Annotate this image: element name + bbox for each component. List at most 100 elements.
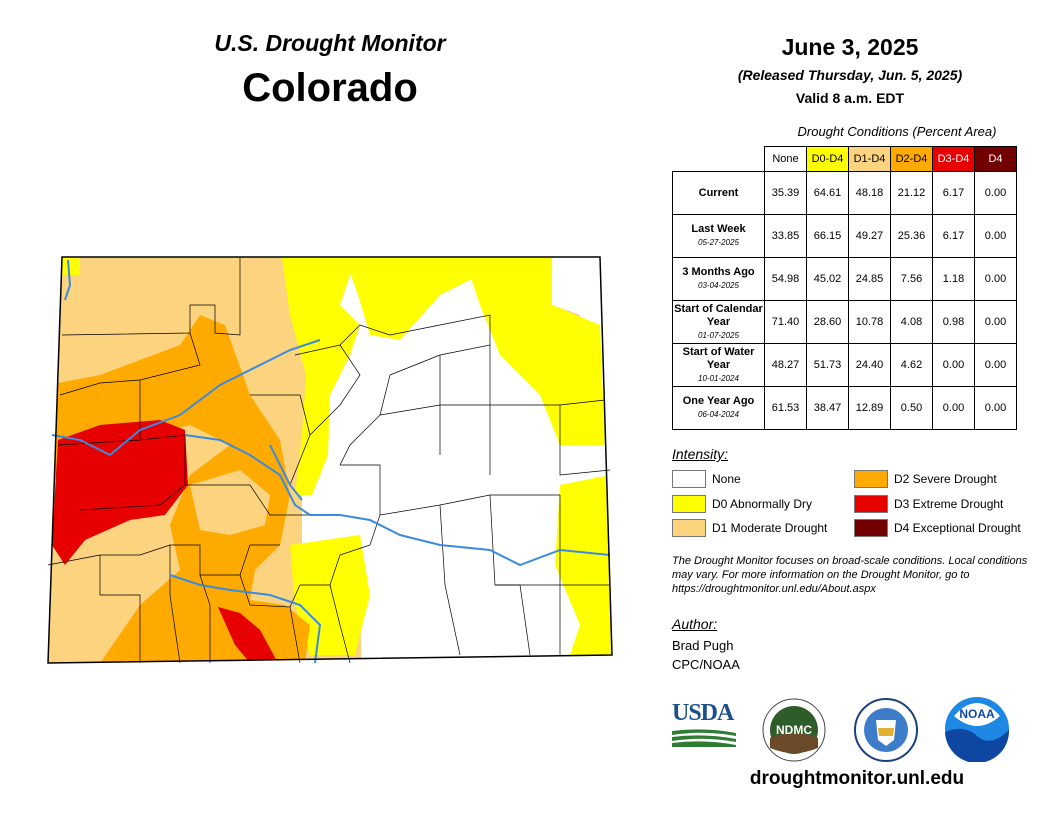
col-header: D4 xyxy=(974,146,1017,172)
table-caption: Drought Conditions (Percent Area) xyxy=(797,124,997,139)
table-cell: 51.73 xyxy=(806,343,849,387)
legend-title: Intensity: xyxy=(672,446,729,462)
ndmc-logo-text: NDMC xyxy=(776,723,812,737)
table-cell: 0.00 xyxy=(974,171,1017,215)
legend-item: D3 Extreme Drought xyxy=(854,495,1003,513)
map-date: June 3, 2025 xyxy=(781,34,919,60)
row-label-text: Start of Water Year xyxy=(682,345,755,371)
table-cell: 28.60 xyxy=(806,300,849,344)
usda-field-icon xyxy=(672,729,736,747)
state-outline xyxy=(47,256,613,664)
table-cell: 24.40 xyxy=(848,343,891,387)
rivers xyxy=(51,259,611,664)
d2-area-interior xyxy=(190,470,270,535)
table-cell: 10.78 xyxy=(848,300,891,344)
legend-label: D2 Severe Drought xyxy=(894,472,997,486)
row-label-date: 01-07-2025 xyxy=(698,330,739,340)
d2-area-west xyxy=(48,315,310,663)
row-label: One Year Ago 06-04-2024 xyxy=(672,386,765,430)
noaa-logo-text: NOAA xyxy=(959,707,995,721)
col-header: D0-D4 xyxy=(806,146,849,172)
table-cell: 0.00 xyxy=(974,214,1017,258)
release-date: (Released Thursday, Jun. 5, 2025) xyxy=(737,67,963,83)
table-header-row: None D0-D4 D1-D4 D2-D4 D3-D4 D4 xyxy=(672,146,1017,172)
table-corner xyxy=(672,146,765,172)
state-title: Colorado xyxy=(242,66,418,110)
row-label: Last Week 05-27-2025 xyxy=(672,214,765,258)
table-row: Last Week 05-27-2025 33.85 66.15 49.27 25.36 6… xyxy=(672,214,1017,258)
legend-item: None xyxy=(672,470,741,488)
table-cell: 0.50 xyxy=(890,386,933,430)
author-name: Brad Pugh xyxy=(672,638,734,653)
table-cell: 12.89 xyxy=(848,386,891,430)
table-cell: 0.98 xyxy=(932,300,975,344)
table-cell: 0.00 xyxy=(932,386,975,430)
legend-label: D4 Exceptional Drought xyxy=(894,521,1021,535)
legend-item: D2 Severe Drought xyxy=(854,470,997,488)
table-cell: 71.40 xyxy=(764,300,807,344)
row-label-text: 3 Months Ago xyxy=(682,266,755,278)
row-label: 3 Months Ago 03-04-2025 xyxy=(672,257,765,301)
legend-swatch xyxy=(854,519,888,537)
table-cell: 4.62 xyxy=(890,343,933,387)
table-cell: 38.47 xyxy=(806,386,849,430)
table-cell: 6.17 xyxy=(932,214,975,258)
drought-stats-table: None D0-D4 D1-D4 D2-D4 D3-D4 D4 Current 3… xyxy=(672,146,1017,430)
row-label-date: 06-04-2024 xyxy=(698,410,739,419)
table-cell: 0.00 xyxy=(974,386,1017,430)
d0-area-northeast-band xyxy=(470,257,605,445)
legend-label: D1 Moderate Drought xyxy=(712,521,828,535)
map-product-title: U.S. Drought Monitor xyxy=(214,30,446,56)
table-cell: 0.00 xyxy=(974,257,1017,301)
table-cell: 24.85 xyxy=(848,257,891,301)
legend-swatch xyxy=(854,495,888,513)
d0-area-east xyxy=(555,475,612,655)
colorado-drought-map xyxy=(47,256,613,664)
table-cell: 64.61 xyxy=(806,171,849,215)
table-cell: 45.02 xyxy=(806,257,849,301)
d1-area-west xyxy=(48,257,362,663)
table-cell: 33.85 xyxy=(764,214,807,258)
legend-swatch xyxy=(672,470,706,488)
table-cell: 35.39 xyxy=(764,171,807,215)
row-label-text: Current xyxy=(698,186,739,199)
table-row: Start of Calendar Year 01-07-2025 71.40 28.… xyxy=(672,300,1017,344)
author-heading: Author: xyxy=(672,616,718,632)
row-label: Start of Calendar Year 01-07-2025 xyxy=(672,300,765,344)
table-cell: 25.36 xyxy=(890,214,933,258)
legend-item: D4 Exceptional Drought xyxy=(854,519,1021,537)
col-header: D3-D4 xyxy=(932,146,975,172)
table-row: Current 35.39 64.61 48.18 21.12 6.17 0.00 xyxy=(672,171,1017,215)
legend-label: None xyxy=(712,472,741,486)
row-label-text: Last Week xyxy=(691,223,746,235)
doc-seal-logo xyxy=(854,698,918,762)
disclaimer-note: The Drought Monitor focuses on broad-sca… xyxy=(672,555,1028,595)
col-header: D2-D4 xyxy=(890,146,933,172)
row-label-date: 05-27-2025 xyxy=(698,238,739,247)
table-cell: 61.53 xyxy=(764,386,807,430)
table-cell: 48.27 xyxy=(764,343,807,387)
table-cell: 66.15 xyxy=(806,214,849,258)
table-cell: 54.98 xyxy=(764,257,807,301)
row-label: Start of Water Year 10-01-2024 xyxy=(672,343,765,387)
legend-item: D1 Moderate Drought xyxy=(672,519,827,537)
table-cell: 0.00 xyxy=(932,343,975,387)
valid-time: Valid 8 a.m. EDT xyxy=(795,90,905,106)
table-cell: 49.27 xyxy=(848,214,891,258)
table-row: One Year Ago 06-04-2024 61.53 38.47 12.89 0.5… xyxy=(672,386,1017,430)
legend-swatch xyxy=(854,470,888,488)
website-link[interactable]: droughtmonitor.unl.edu xyxy=(749,768,965,789)
d3-area-northwest xyxy=(52,420,188,565)
legend-item: D0 Abnormally Dry xyxy=(672,495,812,513)
row-label-text: One Year Ago xyxy=(682,395,755,407)
row-label: Current xyxy=(672,171,765,215)
table-cell: 48.18 xyxy=(848,171,891,215)
table-row: Start of Water Year 10-01-2024 48.27 51.73 2… xyxy=(672,343,1017,387)
table-cell: 0.00 xyxy=(974,300,1017,344)
legend-label: D3 Extreme Drought xyxy=(894,497,1004,511)
table-cell: 21.12 xyxy=(890,171,933,215)
d2-area-southwest xyxy=(48,575,140,663)
row-label-date: 10-01-2024 xyxy=(698,373,739,383)
d3-area-southwest xyxy=(218,607,278,663)
table-cell: 1.18 xyxy=(932,257,975,301)
